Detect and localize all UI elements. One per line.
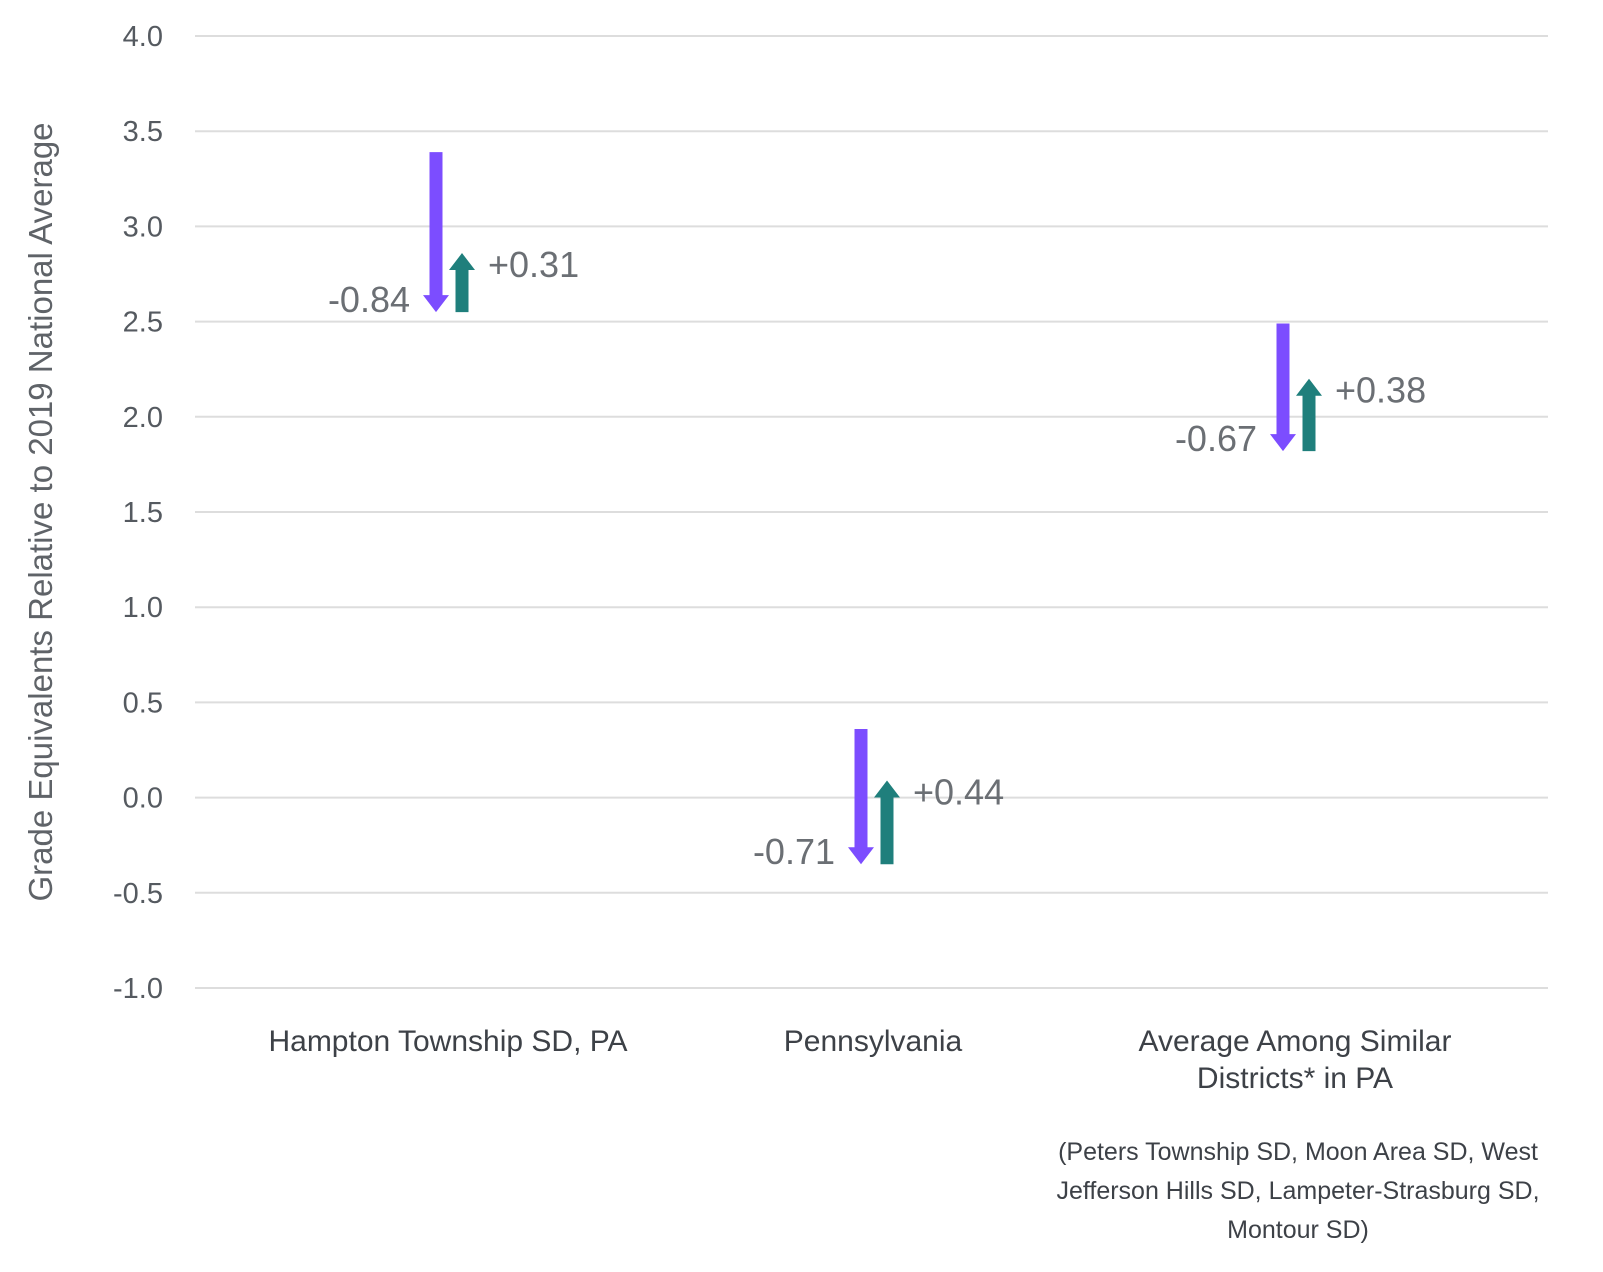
decline-arrow: [848, 729, 874, 865]
y-tick-label: 1.0: [123, 592, 163, 624]
y-tick-label: -0.5: [113, 878, 163, 910]
y-tick-label: 3.5: [123, 116, 163, 148]
y-tick-label: 0.5: [123, 687, 163, 719]
recovery-value-label: +0.44: [913, 771, 1004, 812]
decline-value-label: -0.84: [328, 279, 410, 320]
category-label: Average Among Similar: [1139, 1025, 1452, 1058]
decline-value-label: -0.71: [753, 831, 835, 872]
y-tick-label: 1.5: [123, 497, 163, 529]
y-tick-label: -1.0: [113, 973, 163, 1005]
footnote-line: (Peters Township SD, Moon Area SD, West: [1058, 1138, 1538, 1166]
arrow-marks: [423, 152, 1322, 865]
y-tick-labels: 4.0 3.5 3.0 2.5 2.0 1.5 1.0 0.5 0.0 -0.5 -1.0: [113, 21, 163, 1005]
footnote-line: Jefferson Hills SD, Lampeter-Strasburg S…: [1056, 1177, 1539, 1205]
footnote: (Peters Township SD, Moon Area SD, West J…: [1056, 1138, 1539, 1244]
recovery-value-label: +0.38: [1335, 370, 1426, 411]
y-tick-label: 2.5: [123, 307, 163, 339]
category-labels: Hampton Township SD, PA Pennsylvania Avera…: [268, 1025, 1451, 1095]
y-axis-title: Grade Equivalents Relative to 2019 Natio…: [22, 122, 59, 901]
y-tick-label: 3.0: [123, 211, 163, 243]
recovery-arrow: [449, 253, 475, 313]
category-label: Hampton Township SD, PA: [268, 1025, 627, 1058]
recovery-arrow: [1296, 378, 1322, 452]
decline-arrow: [1270, 323, 1296, 452]
recovery-value-label: +0.31: [488, 244, 579, 285]
y-tick-label: 0.0: [123, 783, 163, 815]
decline-value-label: -0.67: [1175, 418, 1257, 459]
y-tick-label: 4.0: [123, 21, 163, 53]
recovery-arrow: [874, 780, 900, 865]
y-tick-label: 2.0: [123, 402, 163, 434]
decline-arrow: [423, 152, 449, 313]
grid-lines: [195, 35, 1548, 989]
category-label: Pennsylvania: [784, 1025, 963, 1058]
category-label: Districts* in PA: [1197, 1062, 1393, 1095]
data-labels: -0.84 +0.31 -0.71 +0.44 -0.67 +0.38: [328, 244, 1426, 872]
footnote-line: Montour SD): [1227, 1216, 1369, 1244]
